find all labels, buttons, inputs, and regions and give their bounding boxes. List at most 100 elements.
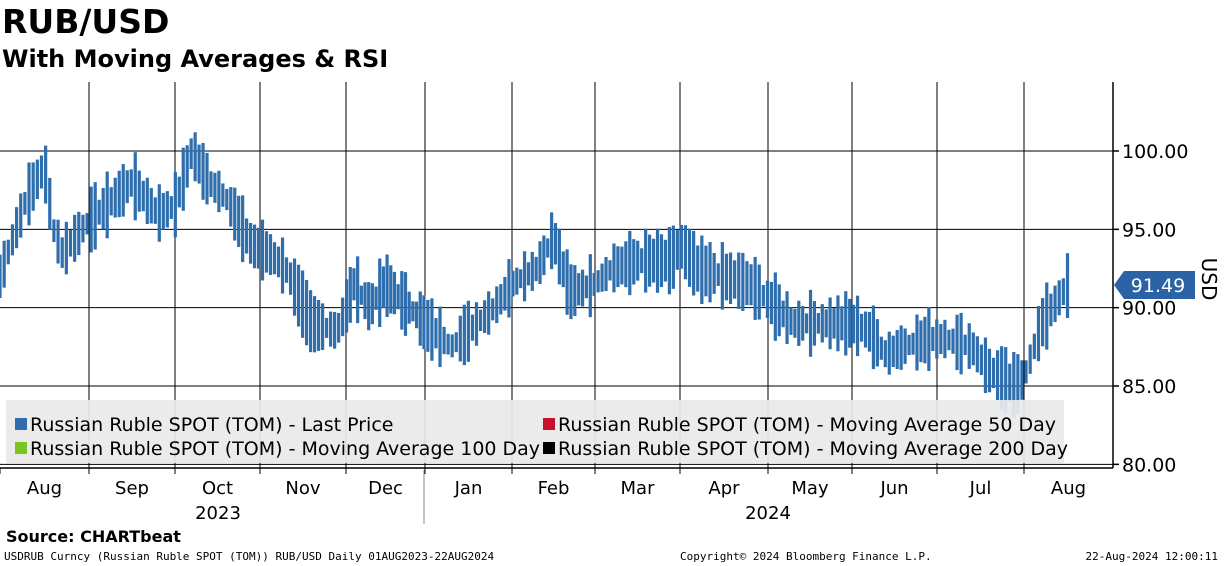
price-bar bbox=[367, 282, 371, 331]
price-bar bbox=[915, 314, 919, 371]
price-bar bbox=[580, 269, 585, 307]
price-bar bbox=[189, 138, 193, 170]
x-tick-label: Nov bbox=[285, 478, 320, 499]
price-bar bbox=[1041, 297, 1045, 347]
price-bar bbox=[923, 316, 927, 364]
price-bar bbox=[213, 172, 217, 203]
price-bar bbox=[68, 229, 73, 257]
y-axis: USD 80.00 85.00 90.00 95.00 100.00 bbox=[1113, 141, 1221, 476]
price-bar bbox=[2, 240, 6, 288]
price-bar bbox=[879, 336, 883, 360]
price-bar bbox=[193, 132, 197, 182]
price-bar bbox=[304, 280, 309, 346]
legend-label-ma100: Russian Ruble SPOT (TOM) - Moving Averag… bbox=[30, 438, 540, 460]
x-tick-label: Oct bbox=[202, 478, 233, 499]
price-bar bbox=[403, 272, 408, 336]
price-bar bbox=[23, 191, 27, 215]
price-bar bbox=[683, 225, 688, 280]
price-bar bbox=[1024, 360, 1028, 384]
price-bar bbox=[561, 251, 565, 288]
price-bar bbox=[337, 312, 341, 343]
price-bar bbox=[859, 313, 864, 342]
price-bar bbox=[573, 265, 577, 316]
price-bar bbox=[975, 336, 979, 373]
price-bar bbox=[696, 245, 700, 292]
price-bar bbox=[153, 197, 157, 224]
price-bar bbox=[659, 234, 664, 288]
price-bar bbox=[522, 251, 527, 302]
price-bar bbox=[979, 344, 983, 375]
legend-swatch-ma200 bbox=[543, 442, 555, 454]
price-bar bbox=[414, 301, 419, 329]
price-bar bbox=[700, 235, 704, 304]
price-bar bbox=[378, 258, 382, 327]
price-bar bbox=[73, 214, 77, 262]
price-bar bbox=[503, 276, 507, 311]
price-bar bbox=[392, 271, 397, 315]
price-bar bbox=[805, 313, 809, 334]
y-tick-label: 90.00 bbox=[1122, 298, 1176, 320]
price-bar bbox=[438, 306, 442, 368]
x-tick-label: Aug bbox=[27, 478, 62, 499]
price-bar bbox=[991, 357, 996, 389]
price-bar bbox=[546, 238, 550, 258]
source-label: Source: CHARTbeat bbox=[6, 527, 181, 546]
price-bar bbox=[947, 329, 951, 351]
price-bar bbox=[450, 334, 454, 358]
x-tick-label: Jan bbox=[454, 478, 483, 499]
price-bar bbox=[816, 313, 820, 334]
price-bar bbox=[288, 262, 293, 295]
price-bar bbox=[526, 262, 531, 286]
price-bar bbox=[983, 337, 988, 394]
price-bar bbox=[828, 297, 832, 350]
price-bar bbox=[557, 228, 561, 285]
price-bar bbox=[855, 295, 860, 357]
price-bar bbox=[636, 240, 640, 281]
price-bar bbox=[422, 295, 426, 350]
price-bar bbox=[628, 230, 632, 296]
x-tick-label: May bbox=[791, 478, 829, 499]
y-tick-label: 85.00 bbox=[1122, 376, 1176, 398]
price-bar bbox=[963, 334, 967, 355]
chart-subtitle: With Moving Averages & RSI bbox=[2, 45, 389, 73]
price-bar bbox=[911, 332, 915, 355]
price-bar bbox=[321, 303, 325, 350]
price-bar bbox=[1012, 352, 1016, 419]
price-bar bbox=[1057, 280, 1061, 316]
price-bar bbox=[967, 323, 971, 369]
price-bar bbox=[534, 256, 538, 282]
price-bar bbox=[538, 241, 542, 284]
legend: Russian Ruble SPOT (TOM) - Last Price Ru… bbox=[6, 400, 1068, 463]
price-bar bbox=[550, 212, 554, 270]
price-bar bbox=[737, 252, 741, 309]
x-tick-label: Aug bbox=[1051, 478, 1086, 499]
price-bar bbox=[507, 259, 511, 318]
price-bar bbox=[553, 223, 558, 265]
price-bar bbox=[356, 256, 360, 324]
price-bar bbox=[907, 334, 911, 356]
footer-ticker-info: USDRUB Curncy (Russian Ruble SPOT (TOM))… bbox=[4, 550, 495, 563]
price-bar bbox=[749, 264, 753, 306]
price-bar bbox=[848, 298, 852, 348]
price-bar bbox=[745, 261, 749, 306]
price-bar bbox=[0, 254, 2, 299]
price-bar bbox=[129, 169, 133, 197]
price-bar bbox=[14, 207, 19, 249]
price-bar bbox=[1032, 333, 1036, 360]
price-bar bbox=[596, 270, 600, 293]
price-bar bbox=[919, 320, 923, 363]
price-bar bbox=[1016, 354, 1020, 414]
legend-swatch-last-price bbox=[15, 418, 27, 430]
price-bar bbox=[671, 225, 675, 289]
price-bar bbox=[292, 258, 297, 316]
price-bar bbox=[616, 246, 620, 288]
price-bar bbox=[35, 159, 39, 199]
last-price-tag: 91.49 bbox=[1114, 271, 1195, 299]
legend-swatch-ma100 bbox=[15, 442, 27, 454]
price-bar bbox=[951, 328, 955, 354]
price-bar bbox=[434, 318, 438, 349]
price-bar bbox=[442, 326, 446, 355]
price-bar bbox=[133, 152, 137, 221]
x-tick-label: Dec bbox=[368, 478, 403, 499]
price-bar bbox=[793, 308, 797, 338]
